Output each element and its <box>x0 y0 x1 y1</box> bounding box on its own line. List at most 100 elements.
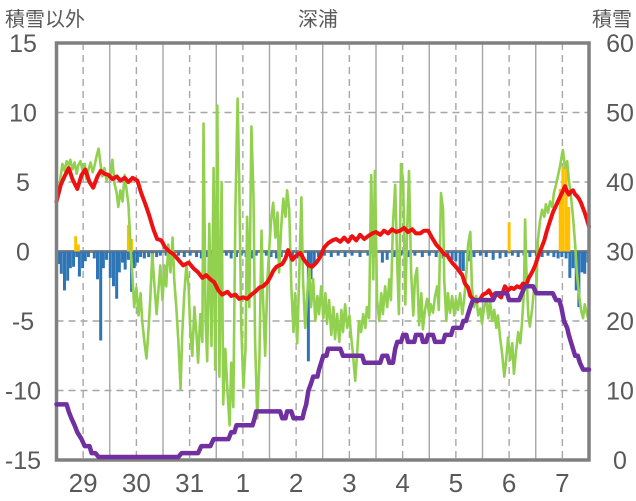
blue-bars <box>57 251 61 265</box>
blue-bars <box>510 251 514 256</box>
green-line <box>55 97 591 427</box>
blue-bars <box>556 251 560 259</box>
right-axis-tick-label: 30 <box>606 239 634 267</box>
left-axis-tick-label: 15 <box>9 30 37 58</box>
blue-bars <box>132 251 136 269</box>
left-axis-tick-label: -10 <box>5 378 41 406</box>
blue-bars <box>583 251 587 274</box>
blue-bars <box>188 251 192 256</box>
left-axis-tick-label: 5 <box>16 169 30 197</box>
blue-bars <box>580 251 584 273</box>
right-axis-tick-label: 0 <box>613 447 627 475</box>
orange-bars <box>561 166 565 252</box>
blue-bars <box>126 251 130 260</box>
blue-bars <box>491 251 495 260</box>
left-axis-tick-label: 10 <box>9 100 37 128</box>
orange-bars <box>564 165 568 252</box>
right-axis-tick-label: 20 <box>606 308 634 336</box>
purple-snow-line <box>54 284 592 460</box>
blue-bars <box>139 251 143 258</box>
blue-bars <box>516 251 520 258</box>
blue-bars <box>86 251 90 258</box>
left-axis-tick-label: -15 <box>5 447 41 475</box>
orange-bars <box>507 222 511 252</box>
blue-bars <box>75 251 79 258</box>
blue-bars <box>577 251 581 308</box>
blue-bars <box>62 251 66 291</box>
blue-bars <box>343 251 347 258</box>
blue-bars <box>458 251 462 273</box>
x-axis-tick-label: 30 <box>122 468 151 498</box>
blue-bars <box>83 251 87 262</box>
blue-bars <box>142 251 146 259</box>
blue-bars <box>158 251 162 256</box>
blue-bars <box>427 251 431 256</box>
blue-bars <box>274 251 278 259</box>
blue-bars <box>254 251 258 256</box>
blue-bars <box>229 251 233 259</box>
blue-bars <box>99 251 103 341</box>
blue-bars <box>434 251 438 258</box>
blue-bars <box>111 251 115 287</box>
blue-bars <box>164 251 168 256</box>
blue-bars <box>568 251 572 278</box>
blue-bars <box>224 251 228 256</box>
blue-bars <box>540 251 544 258</box>
right-axis-tick-label: 10 <box>606 378 634 406</box>
blue-bars <box>92 251 96 259</box>
blue-bars <box>66 251 70 281</box>
blue-bars <box>312 251 316 265</box>
blue-bars <box>108 251 112 278</box>
blue-bars <box>290 251 294 258</box>
blue-bars <box>59 251 63 274</box>
x-axis-tick-label: 5 <box>449 468 463 498</box>
blue-bars <box>182 251 186 258</box>
blue-bars <box>528 251 532 258</box>
blue-bars <box>101 251 105 269</box>
blue-bars <box>564 251 568 259</box>
right-axis-title: 積雪 <box>592 9 632 31</box>
red-line <box>54 166 591 304</box>
blue-bars <box>406 251 410 258</box>
blue-bars <box>420 251 424 258</box>
blue-bars <box>249 251 253 259</box>
blue-bars <box>560 251 564 258</box>
chart-title: 深浦 <box>298 9 338 31</box>
blue-bars <box>504 251 508 258</box>
blue-bars <box>199 251 203 259</box>
blue-bars <box>155 251 159 258</box>
blue-bars <box>195 251 199 258</box>
blue-bars <box>461 251 465 271</box>
orange-bars <box>126 225 130 252</box>
x-axis-tick-label: 1 <box>236 468 250 498</box>
blue-bars <box>269 251 273 258</box>
blue-bars <box>147 251 151 258</box>
blue-bars <box>413 251 417 256</box>
blue-bars <box>115 251 119 299</box>
x-axis-tick-label: 7 <box>555 468 569 498</box>
blue-bars <box>478 251 482 256</box>
blue-bars <box>68 251 72 269</box>
blue-bars <box>358 251 362 258</box>
blue-bars <box>316 251 320 258</box>
blue-bars <box>105 251 109 260</box>
left-axis-tick-label: -5 <box>12 308 34 336</box>
x-axis-tick-label: 2 <box>289 468 303 498</box>
blue-bars <box>392 251 396 258</box>
blue-bars <box>366 251 370 256</box>
blue-bars <box>552 251 556 258</box>
blue-bars <box>571 251 575 269</box>
blue-bars <box>322 251 326 256</box>
right-axis-tick-label: 40 <box>606 169 634 197</box>
blue-bars <box>472 251 476 258</box>
x-axis-tick-label: 6 <box>502 468 516 498</box>
blue-bars <box>498 251 502 259</box>
blue-bars <box>123 251 127 270</box>
blue-bars <box>135 251 139 263</box>
blue-bars <box>117 251 121 273</box>
blue-bars <box>306 251 310 362</box>
blue-bars <box>484 251 488 258</box>
blue-bars <box>336 251 340 256</box>
blue-bars <box>81 251 85 269</box>
